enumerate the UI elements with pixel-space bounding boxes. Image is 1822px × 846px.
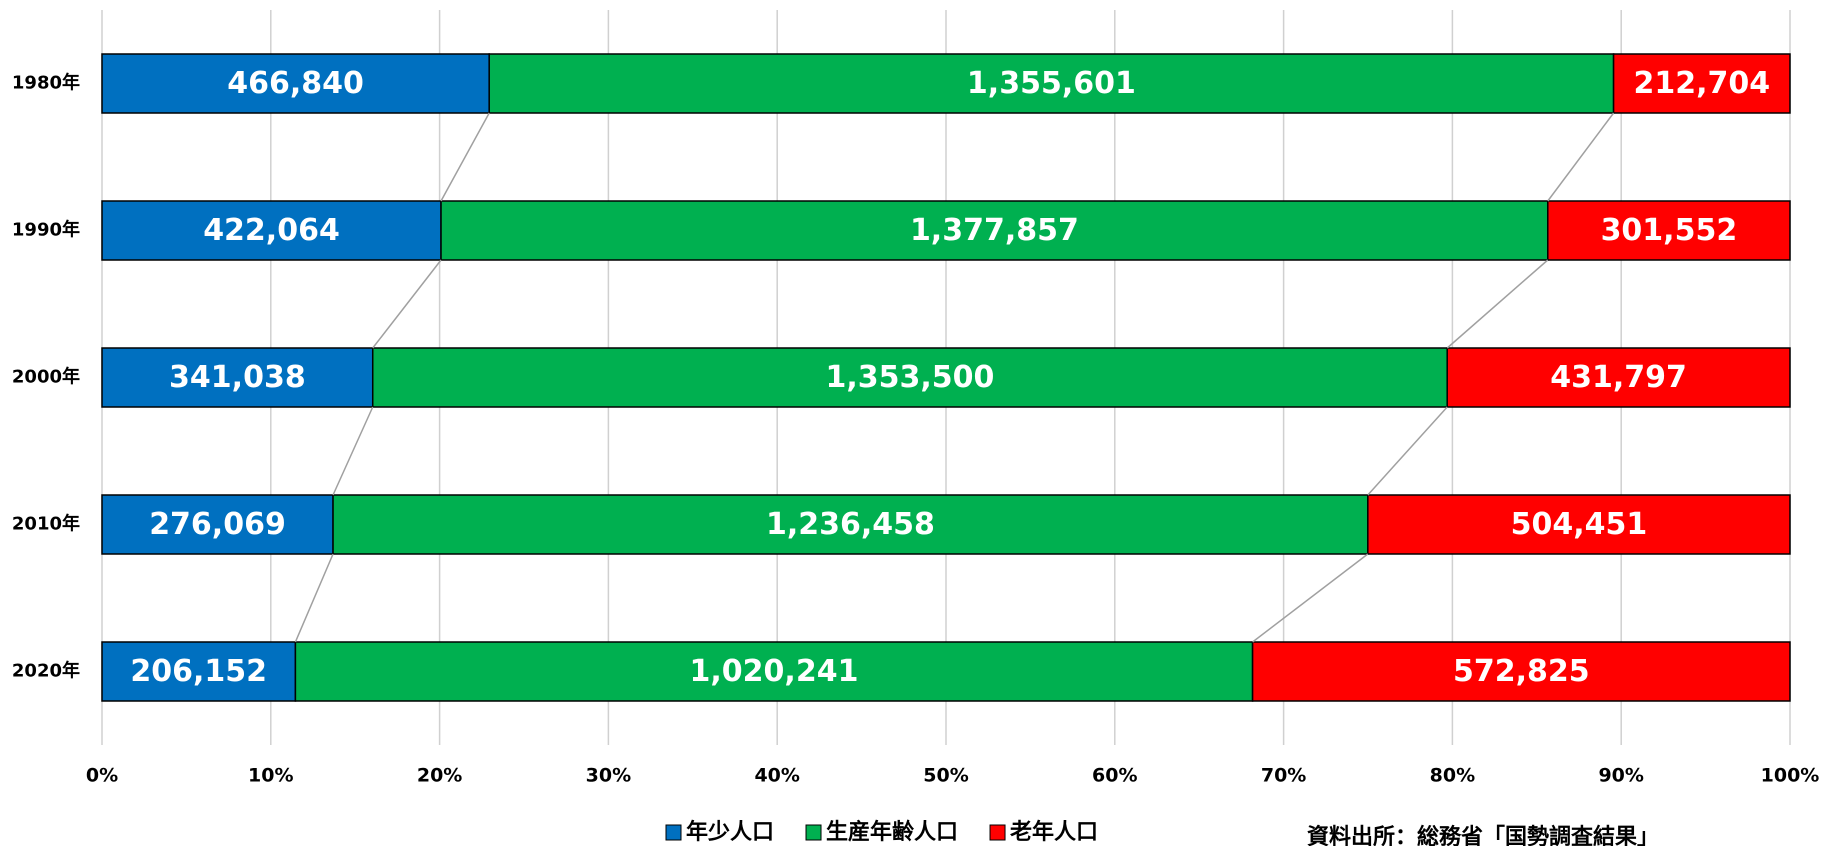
- bar-segment: [1446, 347, 1791, 408]
- legend-swatch: [989, 824, 1006, 841]
- connector-line: [1446, 259, 1549, 349]
- data-label: 341,038: [169, 360, 306, 395]
- data-label: 206,152: [130, 654, 267, 689]
- x-tick-label: 30%: [586, 765, 631, 787]
- bar-segment: [101, 494, 334, 555]
- legend-label: 生産年齢人口: [826, 819, 958, 845]
- y-tick-label: 2000年: [12, 366, 80, 388]
- bar-segment: [488, 53, 1615, 114]
- x-tick-label: 50%: [923, 765, 968, 787]
- legend-swatch: [805, 824, 822, 841]
- bar-segment: [1367, 494, 1791, 555]
- x-tick-label: 70%: [1261, 765, 1306, 787]
- y-tick-label: 2010年: [12, 513, 80, 535]
- bar-segment: [332, 494, 1369, 555]
- x-tick-label: 80%: [1430, 765, 1475, 787]
- legend-label: 年少人口: [686, 819, 774, 845]
- bar-segment: [1612, 53, 1791, 114]
- y-tick-label: 1990年: [12, 219, 80, 241]
- legend-label: 老年人口: [1009, 819, 1098, 845]
- connector-line: [1367, 406, 1448, 496]
- data-label: 431,797: [1550, 360, 1687, 395]
- x-tick-label: 40%: [754, 765, 799, 787]
- data-label: 466,840: [227, 66, 364, 101]
- connector-line: [372, 259, 442, 349]
- data-label: 504,451: [1511, 507, 1648, 542]
- x-tick-label: 100%: [1761, 765, 1820, 787]
- connector-line: [1252, 553, 1369, 643]
- data-label: 1,353,500: [826, 360, 995, 395]
- data-label: 1,377,857: [910, 213, 1079, 248]
- data-label: 301,552: [1601, 213, 1738, 248]
- bar-segment: [101, 641, 297, 702]
- data-label: 422,064: [203, 213, 340, 248]
- data-label: 1,355,601: [967, 66, 1136, 101]
- y-tick-label: 1980年: [12, 72, 80, 94]
- connector-line: [332, 406, 374, 496]
- bar-segment: [1251, 641, 1791, 702]
- x-tick-label: 90%: [1598, 765, 1643, 787]
- connector-line: [294, 553, 334, 643]
- bar-segment: [1547, 200, 1791, 261]
- bar-segment: [440, 200, 1549, 261]
- data-label: 1,236,458: [766, 507, 935, 542]
- bar-segment: [294, 641, 1254, 702]
- data-label: 212,704: [1633, 66, 1770, 101]
- y-tick-label: 2020年: [12, 660, 80, 682]
- data-label: 1,020,241: [690, 654, 859, 689]
- bar-segment: [101, 200, 442, 261]
- x-tick-label: 0%: [86, 765, 118, 787]
- connector-line: [440, 112, 490, 202]
- source-note: 資料出所：総務省「国勢調査結果」: [1307, 824, 1659, 846]
- x-tick-label: 10%: [248, 765, 293, 787]
- legend-swatch: [665, 824, 682, 841]
- bar-segment: [101, 53, 490, 114]
- data-label: 276,069: [149, 507, 286, 542]
- data-label: 572,825: [1453, 654, 1590, 689]
- bar-segment: [101, 347, 374, 408]
- connector-line: [1547, 112, 1615, 202]
- x-tick-label: 20%: [417, 765, 462, 787]
- x-tick-label: 60%: [1092, 765, 1137, 787]
